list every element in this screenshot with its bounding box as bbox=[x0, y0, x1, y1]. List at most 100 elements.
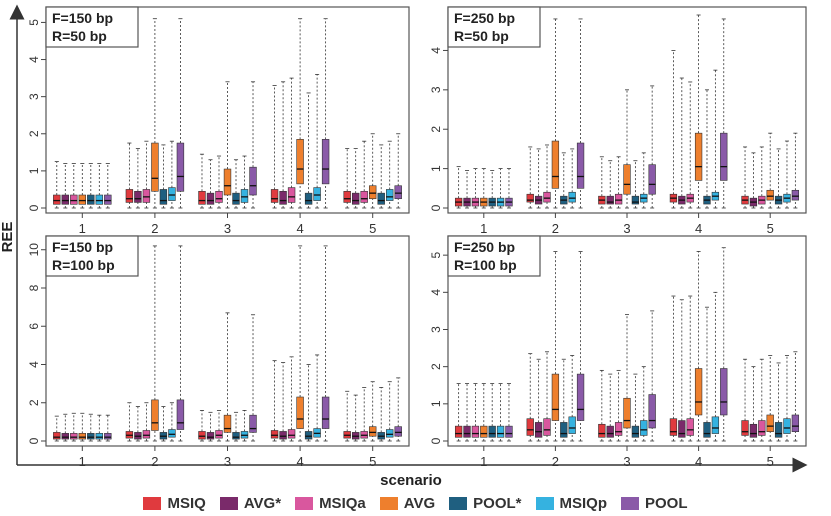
box-MSIQ bbox=[741, 358, 749, 442]
box-body bbox=[774, 422, 783, 438]
box-MSIQp bbox=[640, 152, 648, 209]
legend: MSIQ AVG* MSIQa AVG POOL* MSIQp POOL bbox=[0, 492, 831, 514]
y-tick-label: 0 bbox=[429, 437, 443, 444]
y-tick-label: 4 bbox=[429, 47, 443, 54]
box-body bbox=[198, 431, 206, 440]
box-body bbox=[686, 418, 694, 436]
box-AVG bbox=[480, 382, 488, 442]
legend-label: MSIQp bbox=[559, 494, 608, 512]
x-tick-label: 1 bbox=[79, 454, 86, 469]
x-tick-label: 2 bbox=[552, 221, 559, 236]
box-MSIQp bbox=[783, 355, 791, 442]
box-AVG* bbox=[678, 299, 686, 442]
box-body bbox=[496, 425, 505, 438]
box-AVG bbox=[151, 18, 159, 209]
box-body bbox=[568, 191, 576, 203]
box-body bbox=[142, 430, 151, 439]
box-body bbox=[505, 425, 513, 438]
box-body bbox=[304, 431, 313, 440]
y-tick-label: 1 bbox=[27, 167, 41, 174]
legend-swatch bbox=[295, 496, 314, 510]
box-body bbox=[368, 426, 377, 437]
box-AVG bbox=[694, 14, 703, 209]
box-body bbox=[287, 429, 296, 439]
box-body bbox=[720, 132, 728, 181]
box-MSIQ bbox=[270, 85, 279, 209]
box-body bbox=[758, 420, 766, 436]
box-POOL* bbox=[232, 411, 240, 442]
box-MSIQ bbox=[669, 50, 678, 209]
box-MSIQ bbox=[598, 156, 606, 209]
box-AVG bbox=[223, 312, 232, 442]
box-AVG bbox=[223, 81, 232, 209]
legend-swatch bbox=[621, 496, 639, 510]
box-body bbox=[176, 399, 185, 430]
box-AVG* bbox=[534, 358, 543, 442]
box-body bbox=[351, 192, 360, 205]
box-MSIQa bbox=[70, 163, 78, 209]
box-AVG bbox=[766, 132, 774, 209]
box-MSIQa bbox=[471, 382, 480, 442]
x-tick-label: 1 bbox=[480, 454, 487, 469]
box-POOL* bbox=[304, 364, 313, 442]
box-MSIQp bbox=[496, 168, 505, 209]
box-body bbox=[70, 433, 78, 440]
box-AVG* bbox=[134, 148, 142, 209]
box-body bbox=[151, 399, 159, 431]
box-MSIQa bbox=[686, 295, 694, 442]
box-AVG* bbox=[749, 152, 758, 209]
box-body bbox=[279, 431, 287, 440]
x-tick-label: 5 bbox=[767, 454, 774, 469]
box-POOL* bbox=[631, 373, 640, 442]
box-body bbox=[783, 418, 791, 434]
box-MSIQp bbox=[640, 366, 648, 442]
box-AVG* bbox=[61, 163, 69, 209]
box-POOL bbox=[176, 18, 185, 209]
box-MSIQa bbox=[215, 155, 223, 209]
box-body bbox=[232, 432, 240, 440]
panel-title-line: F=250 bp bbox=[454, 10, 515, 26]
box-body bbox=[321, 396, 330, 429]
box-AVG* bbox=[206, 411, 215, 442]
box-body bbox=[151, 142, 159, 192]
box-POOL* bbox=[703, 306, 711, 442]
box-MSIQp bbox=[496, 382, 505, 442]
legend-item-AVG*: AVG* bbox=[219, 495, 281, 512]
x-tick-label: 4 bbox=[695, 454, 702, 469]
x-tick-label: 5 bbox=[369, 221, 376, 236]
panel-title-box bbox=[45, 6, 139, 48]
box-POOL* bbox=[488, 382, 496, 442]
box-POOL* bbox=[703, 89, 711, 209]
y-tick-label: 4 bbox=[27, 361, 41, 368]
box-body bbox=[215, 430, 223, 439]
box-MSIQa bbox=[142, 140, 151, 209]
box-POOL bbox=[394, 133, 402, 209]
box-body bbox=[198, 190, 206, 205]
legend-label: MSIQ bbox=[167, 494, 206, 512]
box-AVG* bbox=[463, 170, 471, 209]
box-body bbox=[240, 189, 249, 203]
x-axis-label: scenario bbox=[380, 472, 442, 489]
y-tick-label: 2 bbox=[429, 363, 443, 370]
box-AVG* bbox=[678, 77, 686, 209]
box-body bbox=[386, 429, 394, 438]
y-tick-label: 8 bbox=[27, 284, 41, 291]
x-tick-label: 3 bbox=[224, 221, 231, 236]
box-MSIQ bbox=[198, 153, 206, 209]
box-body bbox=[534, 422, 543, 438]
box-MSIQ bbox=[198, 409, 206, 442]
box-POOL* bbox=[159, 406, 168, 442]
box-POOL bbox=[104, 414, 112, 442]
box-body bbox=[70, 194, 78, 205]
box-POOL* bbox=[560, 152, 568, 209]
box-POOL bbox=[791, 132, 800, 209]
x-tick-label: 5 bbox=[369, 454, 376, 469]
box-body bbox=[270, 189, 279, 203]
box-MSIQa bbox=[360, 387, 368, 442]
box-body bbox=[543, 418, 551, 436]
box-body bbox=[61, 433, 69, 440]
y-tick-label: 3 bbox=[429, 86, 443, 93]
box-body bbox=[568, 416, 576, 434]
x-tick-label: 4 bbox=[296, 221, 303, 236]
